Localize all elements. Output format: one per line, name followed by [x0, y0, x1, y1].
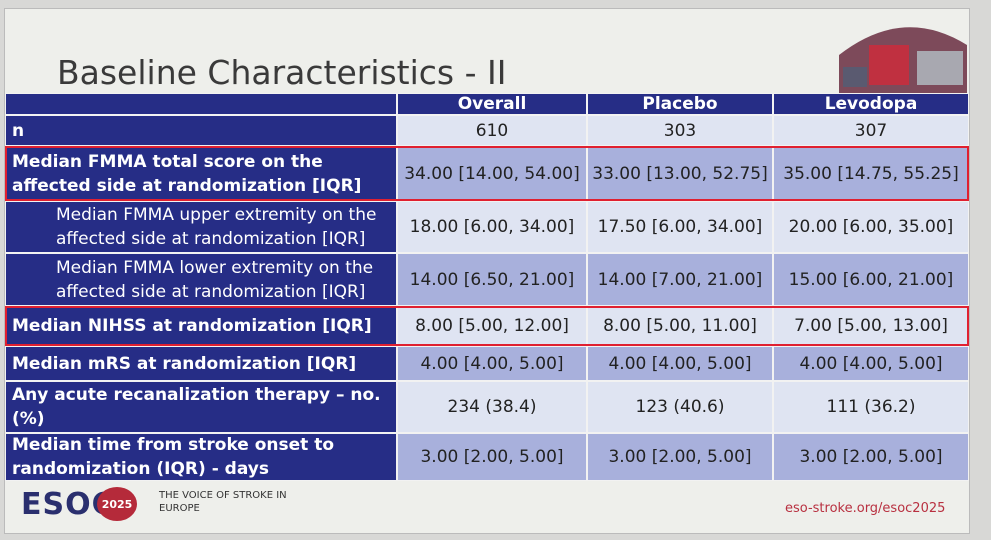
- cell-value: 234 (38.4): [397, 381, 587, 433]
- cell-value: 4.00 [4.00, 5.00]: [773, 346, 969, 381]
- logo-year: 2025: [97, 487, 137, 521]
- tagline: THE VOICE OF STROKE IN EUROPE: [159, 490, 287, 514]
- column-header: Placebo: [587, 93, 773, 115]
- cell-value: 7.00 [5.00, 13.00]: [773, 306, 969, 346]
- table-row: Median mRS at randomization [IQR] 4.00 [4…: [5, 346, 969, 381]
- cell-value: 14.00 [7.00, 21.00]: [587, 253, 773, 306]
- venue-photo: [839, 27, 967, 93]
- slide-title: Baseline Characteristics - II: [57, 53, 507, 92]
- row-label: n: [5, 115, 397, 146]
- table-row: Median FMMA lower extremity on the affec…: [5, 253, 969, 306]
- cell-value: 14.00 [6.50, 21.00]: [397, 253, 587, 306]
- header-blank: [5, 93, 397, 115]
- cell-value: 4.00 [4.00, 5.00]: [397, 346, 587, 381]
- table-row: Median NIHSS at randomization [IQR] 8.00 …: [5, 306, 969, 346]
- cell-value: 17.50 [6.00, 34.00]: [587, 201, 773, 253]
- table-row: Median time from stroke onset to randomi…: [5, 433, 969, 481]
- slide: Baseline Characteristics - II Overall Pla…: [4, 8, 970, 534]
- column-header: Levodopa: [773, 93, 969, 115]
- highlight-box: [5, 306, 969, 346]
- row-label: Median mRS at randomization [IQR]: [5, 346, 397, 381]
- cell-value: 20.00 [6.00, 35.00]: [773, 201, 969, 253]
- row-label: Any acute recanalization therapy – no. (…: [5, 381, 397, 433]
- row-label: Median FMMA upper extremity on the affec…: [5, 201, 397, 253]
- cell-value: 307: [773, 115, 969, 146]
- table-row: Any acute recanalization therapy – no. (…: [5, 381, 969, 433]
- cell-value: 34.00 [14.00, 54.00]: [397, 146, 587, 201]
- table-row: Median FMMA upper extremity on the affec…: [5, 201, 969, 253]
- cell-value: 3.00 [2.00, 5.00]: [397, 433, 587, 481]
- cell-value: 3.00 [2.00, 5.00]: [773, 433, 969, 481]
- cell-value: 35.00 [14.75, 55.25]: [773, 146, 969, 201]
- cell-value: 33.00 [13.00, 52.75]: [587, 146, 773, 201]
- cell-value: 4.00 [4.00, 5.00]: [587, 346, 773, 381]
- cell-value: 610: [397, 115, 587, 146]
- cell-value: 18.00 [6.00, 34.00]: [397, 201, 587, 253]
- highlight-box: [5, 146, 969, 201]
- header-row: Overall Placebo Levodopa: [5, 93, 969, 115]
- cell-value: 303: [587, 115, 773, 146]
- row-label: Median FMMA lower extremity on the affec…: [5, 253, 397, 306]
- table-row: n 610 303 307: [5, 115, 969, 146]
- cell-value: 111 (36.2): [773, 381, 969, 433]
- cell-value: 15.00 [6.00, 21.00]: [773, 253, 969, 306]
- url: eso-stroke.org/esoc2025: [785, 501, 946, 516]
- cell-value: 8.00 [5.00, 12.00]: [397, 306, 587, 346]
- cell-value: 123 (40.6): [587, 381, 773, 433]
- row-label: Median time from stroke onset to randomi…: [5, 433, 397, 481]
- column-header: Overall: [397, 93, 587, 115]
- row-label: Median NIHSS at randomization [IQR]: [5, 306, 397, 346]
- cell-value: 3.00 [2.00, 5.00]: [587, 433, 773, 481]
